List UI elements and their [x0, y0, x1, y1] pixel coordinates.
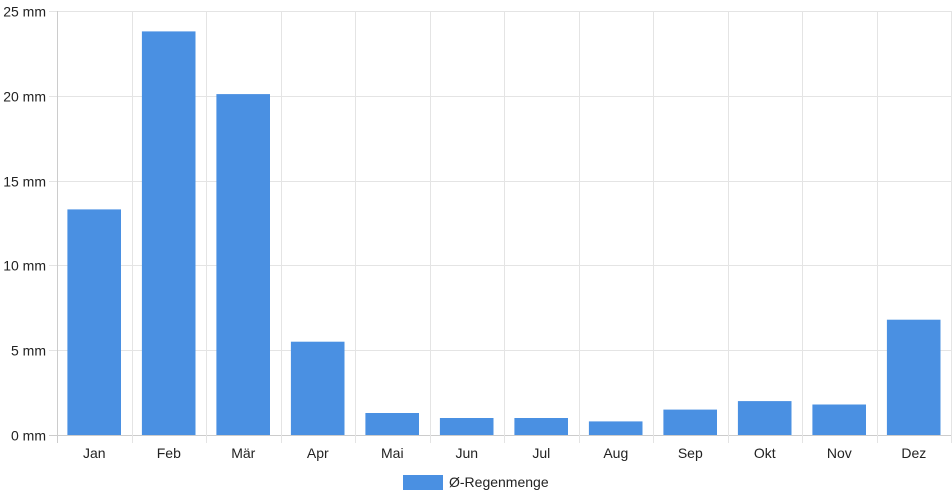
x-tick-label: Okt	[754, 445, 776, 461]
bar-jun	[439, 418, 494, 435]
bar-dez	[886, 319, 941, 435]
legend[interactable]: Ø-Regenmenge	[403, 474, 549, 490]
x-tick-label: Mär	[231, 445, 255, 461]
bar-layer	[67, 31, 941, 436]
bar-jul	[514, 418, 568, 435]
y-tick-label: 0 mm	[11, 428, 46, 444]
bar-sep	[663, 409, 717, 435]
legend-label: Ø-Regenmenge	[449, 474, 549, 490]
y-tick-label: 5 mm	[11, 343, 46, 359]
bar-aug	[588, 421, 643, 435]
axis-layer: 0 mm 5 mm 10 mm 15 mm 20 mm 25 mm Jan Feb Mär Apr…	[3, 4, 926, 462]
y-tick-label: 20 mm	[3, 89, 46, 105]
bar-okt	[737, 401, 792, 435]
x-tick-label: Apr	[307, 445, 329, 461]
bar-mai	[365, 413, 419, 435]
x-tick-label: Jun	[456, 445, 479, 461]
y-tick-label: 25 mm	[3, 4, 46, 20]
y-tick-label: 10 mm	[3, 258, 46, 274]
grid-layer	[49, 11, 952, 443]
bar-feb	[141, 31, 196, 436]
x-tick-label: Aug	[603, 445, 628, 461]
legend-swatch	[403, 475, 443, 490]
x-tick-label: Sep	[678, 445, 703, 461]
x-tick-label: Dez	[901, 445, 926, 461]
bar-mär	[216, 94, 270, 435]
x-tick-label: Feb	[157, 445, 181, 461]
x-tick-label: Jul	[532, 445, 550, 461]
bar-apr	[290, 341, 345, 435]
y-tick-label: 15 mm	[3, 174, 46, 190]
bar-jan	[67, 209, 121, 435]
x-tick-label: Mai	[381, 445, 404, 461]
x-tick-label: Nov	[827, 445, 852, 461]
bar-nov	[812, 404, 866, 435]
x-tick-label: Jan	[83, 445, 106, 461]
